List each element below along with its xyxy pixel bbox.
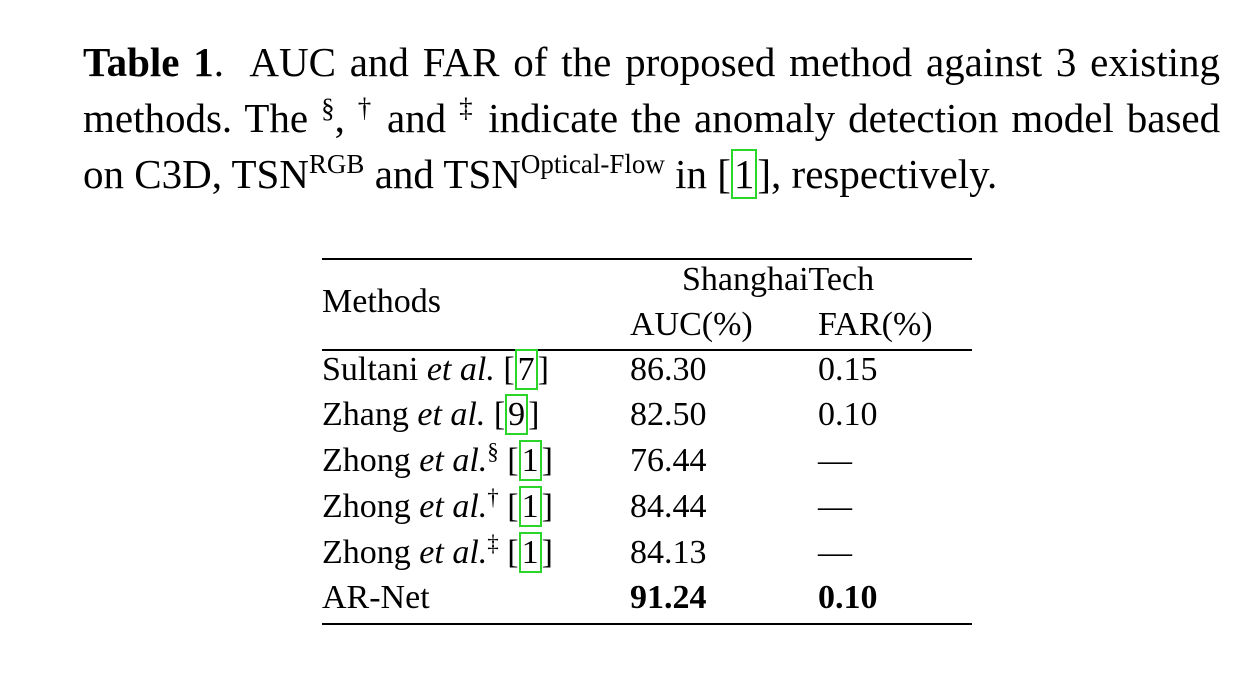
far-value: 0.10 <box>818 396 878 433</box>
caption-label: Table 1 <box>83 39 214 85</box>
dagger-symbol: † <box>357 93 374 123</box>
table-row-method: Zhong et al.‡ [1] <box>322 531 553 573</box>
far-value: — <box>818 534 852 571</box>
bottom-rule <box>322 623 972 625</box>
table-row-method: Zhong et al.† [1] <box>322 485 553 527</box>
citation-link[interactable]: 1 <box>518 486 542 527</box>
table-row-method: Zhong et al.§ [1] <box>322 439 553 481</box>
far-value: 0.15 <box>818 351 878 388</box>
header-rule <box>322 349 972 351</box>
auc-value-best: 91.24 <box>630 579 707 616</box>
table-row-method: Zhang et al. [9] <box>322 394 540 435</box>
citation-link[interactable]: 1 <box>730 149 758 199</box>
auc-value: 76.44 <box>630 442 707 479</box>
double-dagger-symbol: ‡ <box>459 93 476 123</box>
auc-value: 86.30 <box>630 351 707 388</box>
results-table: Methods ShanghaiTech AUC(%) FAR(%) Sulta… <box>322 258 972 628</box>
table-caption: Table 1. AUC and FAR of the proposed met… <box>83 39 1221 199</box>
far-value: — <box>818 442 852 479</box>
table-row-method: Sultani et al. [7] <box>322 349 549 390</box>
dataset-header: ShanghaiTech <box>682 261 875 298</box>
citation-link[interactable]: 7 <box>514 349 538 390</box>
citation-link[interactable]: 9 <box>505 394 529 435</box>
auc-value: 84.13 <box>630 534 707 571</box>
top-rule <box>322 258 972 260</box>
table-row-method: AR-Net <box>322 579 430 616</box>
auc-value: 82.50 <box>630 396 707 433</box>
auc-value: 84.44 <box>630 488 707 525</box>
far-value: — <box>818 488 852 525</box>
auc-header: AUC(%) <box>630 306 753 343</box>
methods-header: Methods <box>322 283 441 320</box>
far-value-best: 0.10 <box>818 579 878 616</box>
section-symbol: § <box>321 93 335 123</box>
citation-link[interactable]: 1 <box>518 440 542 481</box>
far-header: FAR(%) <box>818 306 933 343</box>
citation-link[interactable]: 1 <box>518 532 542 573</box>
